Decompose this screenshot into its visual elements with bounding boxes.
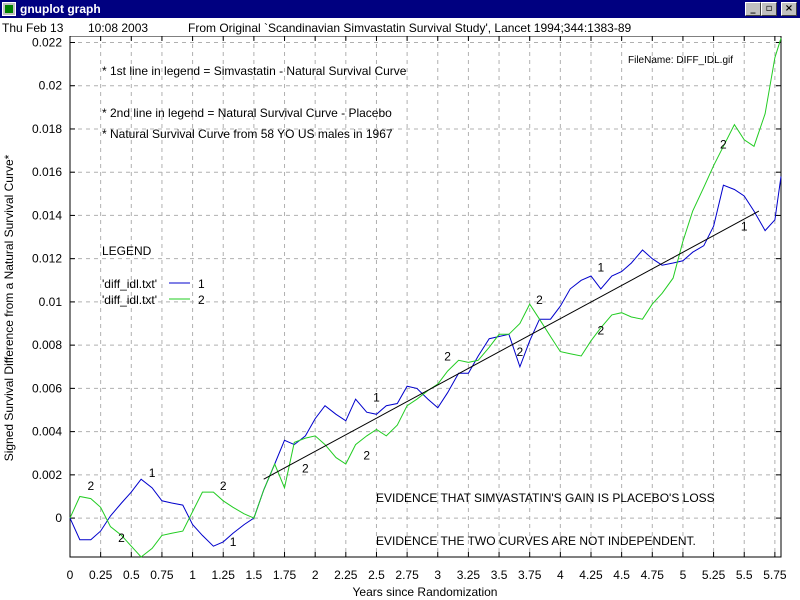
point-label: 2 <box>363 449 370 463</box>
x-tick-label: 2.75 <box>395 568 419 582</box>
point-label: 2 <box>536 293 543 307</box>
y-tick-label: 0.004 <box>32 425 62 439</box>
close-button[interactable]: × <box>781 2 797 16</box>
series-layer <box>69 38 782 558</box>
header-time: 10:08 2003 <box>88 21 149 35</box>
gnuplot-app-icon <box>2 2 16 16</box>
x-tick-label: 0.75 <box>150 568 174 582</box>
x-tick-label: 1 <box>189 568 196 582</box>
note-line-1: * 1st line in legend = Simvastatin - Nat… <box>102 64 407 78</box>
point-label: 2 <box>444 349 451 363</box>
x-axis-label: Years since Randomization <box>353 585 498 599</box>
point-label: 1 <box>230 535 237 549</box>
point-label: 2 <box>517 345 524 359</box>
x-tick-label: 1.5 <box>246 568 263 582</box>
y-tick-label: 0.016 <box>32 165 62 179</box>
x-tick-label: 0 <box>67 568 74 582</box>
x-tick-label: 2.5 <box>368 568 385 582</box>
x-tick-label: 4.25 <box>579 568 603 582</box>
x-tick-label: 2.25 <box>334 568 358 582</box>
x-tick-label: 1.25 <box>212 568 236 582</box>
x-tick-label: 3 <box>434 568 441 582</box>
point-label: 2 <box>597 323 604 337</box>
y-tick-label: 0.018 <box>32 122 62 136</box>
survival-difference-chart: 0 0.002 0.004 0.006 0.008 0.01 0.012 0.014 0.016… <box>2 36 787 599</box>
x-tick-label: 0.25 <box>89 568 113 582</box>
y-tick-label: 0.022 <box>32 36 62 49</box>
y-tick-label: 0.006 <box>32 381 62 395</box>
y-tick-label: 0.002 <box>32 468 62 482</box>
x-tick-label: 5 <box>680 568 687 582</box>
y-axis-label: Signed Survival Difference from a Natura… <box>2 154 16 461</box>
x-tick-label: 1.75 <box>273 568 297 582</box>
x-tick-label: 4 <box>557 568 564 582</box>
y-tick-label: 0.02 <box>39 79 63 93</box>
point-label: 1 <box>597 261 604 275</box>
point-label: 2 <box>720 137 727 151</box>
legend-entry-1-label: 'diff_idl.txt' <box>102 277 157 291</box>
legend-entry-2-label: 'diff_idl.txt' <box>102 293 157 307</box>
y-tick-label: 0.01 <box>39 295 63 309</box>
note-line-2: * 2nd line in legend = Natural Survival … <box>102 106 392 120</box>
plot-header: Thu Feb 13 10:08 2003 From Original `Sca… <box>0 20 800 36</box>
point-label: 2 <box>118 531 125 545</box>
x-tick-label: 4.5 <box>613 568 630 582</box>
legend-entry-1-marker: 1 <box>198 277 205 291</box>
window-title: gnuplot graph <box>20 2 101 16</box>
point-label: 1 <box>373 390 380 404</box>
minimize-button[interactable]: _ <box>745 2 761 16</box>
x-tick-label: 3.25 <box>457 568 481 582</box>
x-tick-label: 2 <box>312 568 319 582</box>
point-label: 1 <box>741 220 748 234</box>
plot-frame <box>69 36 782 558</box>
point-label: 2 <box>302 462 309 476</box>
y-tick-label: 0.012 <box>32 252 62 266</box>
window-titlebar[interactable]: gnuplot graph _ ▫ × <box>0 0 800 18</box>
point-labels: 1 1 1 1 1 2 2 2 2 2 2 2 2 2 2 <box>87 137 747 549</box>
y-tick-label: 0.008 <box>32 338 62 352</box>
x-tick-label: 4.75 <box>641 568 665 582</box>
x-tick-label: 3.5 <box>491 568 508 582</box>
trend-line <box>263 210 760 480</box>
legend-title: LEGEND <box>102 244 152 258</box>
header-date: Thu Feb 13 <box>2 21 64 35</box>
x-tick-label: 3.75 <box>518 568 542 582</box>
y-tick-label: 0.014 <box>32 208 62 222</box>
x-axis-ticks: 0 0.25 0.5 0.75 1 1.25 1.5 1.75 2 2.25 2.5 2.75 3 3.2… <box>67 36 787 582</box>
x-tick-label: 5.25 <box>702 568 726 582</box>
x-tick-label: 5.5 <box>736 568 753 582</box>
evidence-line-1: EVIDENCE THAT SIMVASTATIN'S GAIN IS PLAC… <box>376 491 715 505</box>
point-label: 1 <box>149 466 156 480</box>
evidence-line-2: EVIDENCE THE TWO CURVES ARE NOT INDEPEND… <box>376 534 696 548</box>
point-label: 2 <box>220 479 227 493</box>
header-source: From Original `Scandinavian Simvastatin … <box>188 21 632 35</box>
y-axis-ticks: 0 0.002 0.004 0.006 0.008 0.01 0.012 0.014 0.016… <box>32 36 781 525</box>
point-label: 2 <box>87 479 94 493</box>
legend-entry-2-marker: 2 <box>198 293 205 307</box>
maximize-button[interactable]: ▫ <box>761 2 777 16</box>
note-line-3: * Natural Survival Curve from 58 YO US m… <box>102 127 393 141</box>
grid-lines <box>70 36 781 557</box>
filename-label: FileName: DIFF_IDL.gif <box>628 55 733 66</box>
y-tick-label: 0 <box>55 511 62 525</box>
x-tick-label: 5.75 <box>763 568 787 582</box>
x-tick-label: 0.5 <box>123 568 140 582</box>
